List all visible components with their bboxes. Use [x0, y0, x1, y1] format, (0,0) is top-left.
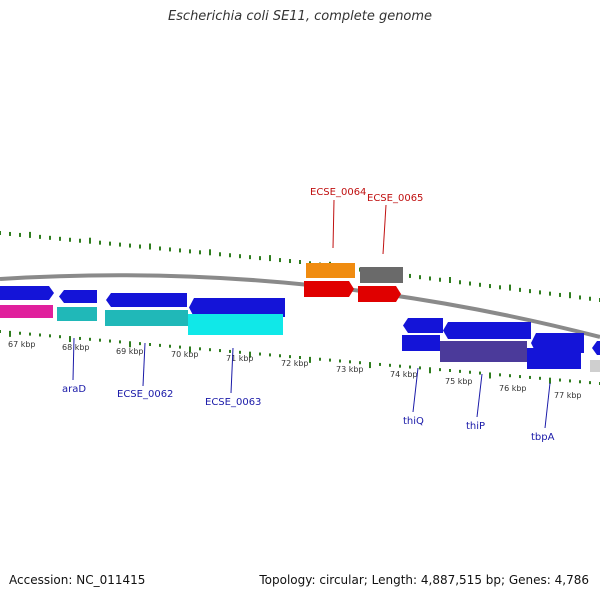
gene-block — [304, 281, 354, 297]
leader-line — [382, 204, 387, 255]
leader-line — [544, 382, 551, 429]
scale-label: 72 kbp — [281, 359, 309, 368]
gene-block — [189, 298, 285, 317]
inner-tick-ring — [0, 330, 600, 385]
accession-text: Accession: NC_011415 — [9, 573, 146, 587]
scale-labels: 67 kbp 68 kbp 69 kbp 70 kbp 71 kbp 72 kbp 73 k… — [8, 340, 582, 400]
leader-line — [72, 337, 75, 381]
gene-block — [188, 314, 283, 335]
gene-block — [403, 318, 443, 333]
leader-line — [230, 347, 234, 394]
gene-labels: araD ECSE_0062 ECSE_0063 ECSE_0064ECSE_0065… — [62, 187, 555, 443]
gene-block — [402, 335, 440, 351]
leader-line — [142, 342, 146, 387]
gene-block — [358, 286, 401, 302]
gene-label: tbpA — [531, 432, 555, 443]
gene-label: thiQ — [403, 416, 424, 427]
scale-label: 76 kbp — [499, 384, 527, 393]
leader-line — [332, 199, 335, 249]
gene-block — [443, 322, 531, 339]
scale-label: 74 kbp — [390, 370, 418, 379]
leader-line — [412, 367, 419, 413]
scale-label: 71 kbp — [226, 354, 254, 363]
gene-block — [590, 360, 600, 372]
gene-label: araD — [62, 384, 86, 395]
scale-label: 70 kbp — [171, 350, 199, 359]
scale-label: 77 kbp — [554, 391, 582, 400]
gene-label: ECSE_0063 — [205, 397, 261, 408]
gene-block — [592, 341, 600, 355]
gene-label: ECSE_0064 — [310, 187, 366, 198]
scale-label: 69 kbp — [116, 347, 144, 356]
genome-backbone — [0, 273, 600, 339]
gene-block — [0, 286, 54, 300]
gene-block — [106, 293, 187, 307]
gene-block — [105, 310, 188, 326]
scale-label: 73 kbp — [336, 365, 364, 374]
gene-block — [0, 305, 53, 318]
gene-block — [57, 307, 97, 321]
label-leaders — [72, 199, 551, 429]
gene-label: ECSE_0062 — [117, 389, 173, 400]
gene-label: thiP — [466, 421, 485, 432]
gene-label: ECSE_0065 — [367, 193, 423, 204]
map-title: Escherichia coli SE11, complete genome — [167, 9, 433, 24]
gene-block — [306, 263, 355, 278]
gene-block — [527, 348, 581, 369]
topology-summary-text: Topology: circular; Length: 4,887,515 bp… — [259, 573, 589, 587]
scale-label: 67 kbp — [8, 340, 36, 349]
scale-label: 75 kbp — [445, 377, 473, 386]
gene-block — [360, 267, 403, 283]
gene-block — [59, 290, 97, 303]
leader-line — [476, 373, 483, 418]
gene-block — [440, 341, 527, 362]
scale-label: 68 kbp — [62, 343, 90, 352]
feature-track — [0, 263, 600, 372]
